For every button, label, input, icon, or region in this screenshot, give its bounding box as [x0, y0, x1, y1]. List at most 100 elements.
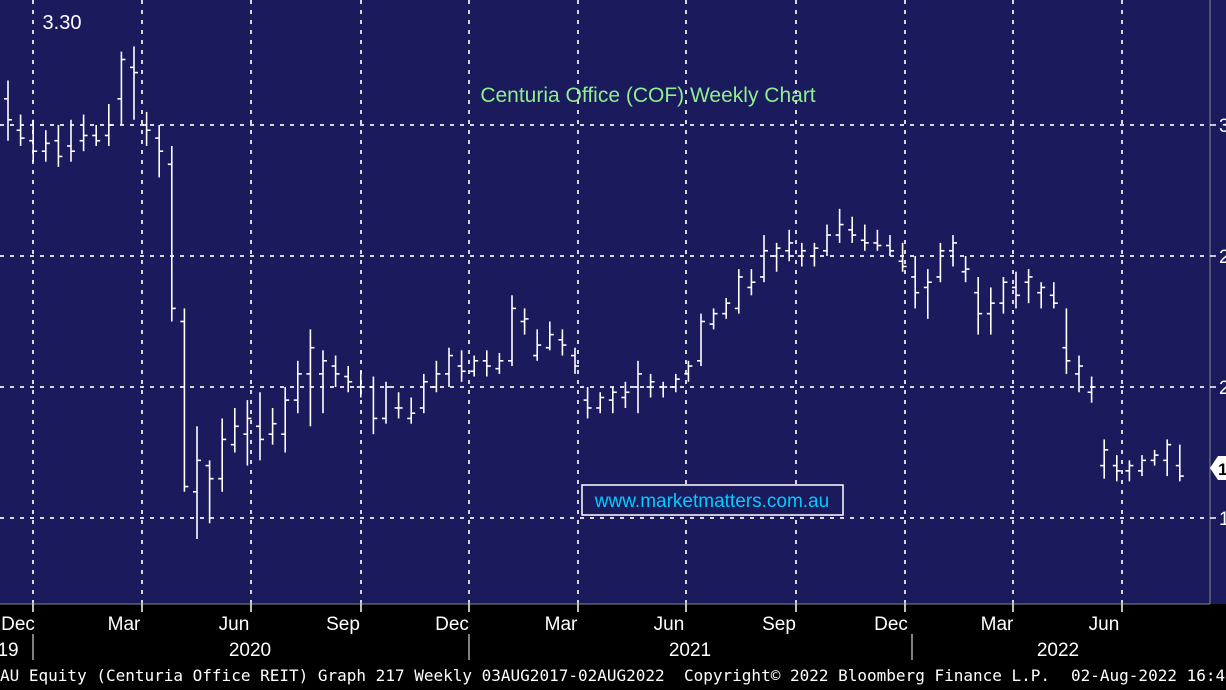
y-tick-label: 2	[1219, 247, 1226, 268]
ohlc-bar	[104, 104, 113, 146]
ohlc-bar	[1100, 439, 1109, 479]
ohlc-bar	[583, 387, 592, 419]
ohlc-bar	[79, 114, 88, 152]
ohlc-bar	[344, 366, 353, 393]
ohlc-bar	[508, 295, 516, 367]
ohlc-bar	[671, 373, 680, 393]
high-annotation: 3.30	[43, 12, 82, 34]
ohlc-bar	[331, 355, 340, 387]
ohlc-bar	[142, 111, 151, 146]
ohlc-bar	[41, 130, 50, 162]
ohlc-bar	[545, 321, 554, 351]
ohlc-bar	[835, 208, 844, 243]
ohlc-bar	[180, 308, 189, 492]
ohlc-bar	[797, 242, 806, 267]
ohlc-bar	[4, 80, 12, 141]
footer-timestamp: 02-Aug-2022 16:4	[1071, 666, 1226, 685]
ohlc-bar	[268, 407, 277, 445]
ohlc-bar	[1024, 269, 1033, 304]
ohlc-bar	[520, 308, 529, 335]
ohlc-bar	[646, 373, 655, 398]
ohlc-bar	[256, 392, 264, 461]
y-axis-panel	[1210, 0, 1226, 604]
ohlc-bar	[155, 125, 164, 178]
ohlc-bar	[167, 145, 176, 322]
ohlc-bar	[596, 392, 605, 414]
ohlc-bar	[230, 407, 239, 453]
ohlc-bar	[1062, 308, 1071, 374]
y-tick-label: 3	[1219, 116, 1226, 137]
ohlc-bar	[936, 242, 945, 283]
ohlc-bar	[1112, 455, 1121, 482]
ohlc-bar	[860, 224, 869, 251]
ohlc-bar	[457, 350, 466, 382]
ohlc-bar	[533, 329, 542, 361]
ohlc-bar	[722, 297, 731, 319]
x-tick-label-year: 19	[0, 640, 19, 661]
ohlc-bar	[482, 350, 491, 377]
ohlc-bar	[1125, 460, 1134, 482]
ohlc-bar	[810, 242, 819, 267]
x-tick-label-year: 2021	[669, 640, 711, 661]
ohlc-bar	[886, 235, 894, 256]
ohlc-bar	[1163, 439, 1172, 477]
x-tick-label-month: Mar	[981, 614, 1014, 635]
x-tick-label-month: Jun	[219, 614, 250, 635]
ohlc-bar	[445, 347, 453, 387]
ohlc-bar	[407, 397, 416, 424]
ohlc-bar	[558, 329, 567, 356]
ohlc-bar	[29, 119, 38, 162]
ohlc-bar	[281, 387, 290, 453]
x-tick-label-month: Dec	[1, 614, 35, 635]
ohlc-bar	[1075, 355, 1083, 393]
ohlc-bar	[621, 381, 630, 408]
x-tick-label-month: Mar	[108, 614, 141, 635]
ohlc-bar	[319, 350, 327, 414]
x-tick-label-month: Dec	[874, 614, 908, 635]
watermark: www.marketmatters.com.au	[594, 491, 829, 512]
footer-copyright: Copyright© 2022 Bloomberg Finance L.P.	[684, 666, 1051, 685]
ohlc-bar	[67, 119, 75, 162]
ohlc-bar	[659, 381, 668, 398]
ohlc-bar	[117, 51, 126, 125]
x-tick-label-year: 2020	[229, 640, 271, 661]
price-chart: 1 2 2 3 Dec Mar Jun Sep Dec Mar Jun Sep Dec Mar Jun 19…	[0, 0, 1226, 661]
x-tick-label-month: Sep	[762, 614, 796, 635]
ohlc-bar	[495, 352, 504, 374]
ohlc-bar	[218, 418, 227, 492]
ohlc-bar	[999, 276, 1008, 314]
x-tick-label-month: Sep	[326, 614, 360, 635]
ohlc-bar	[432, 360, 441, 393]
ohlc-bar	[382, 381, 390, 424]
ohlc-bar	[1037, 282, 1046, 309]
ohlc-bar	[1049, 282, 1058, 309]
y-tick-label: 1	[1219, 509, 1226, 530]
ohlc-bar	[760, 235, 768, 283]
x-tick-label-month: Mar	[545, 614, 578, 635]
ohlc-bar	[747, 269, 756, 296]
ohlc-bar	[911, 256, 920, 309]
ohlc-bar	[369, 376, 378, 435]
ohlc-bar	[961, 256, 970, 283]
ohlc-bar	[697, 313, 705, 367]
x-tick-label-month: Dec	[435, 614, 469, 635]
x-tick-label-month: Jun	[1089, 614, 1120, 635]
ohlc-bar	[1175, 444, 1184, 482]
chart-title: Centuria Office (COF) Weekly Chart	[480, 84, 815, 107]
ohlc-bar	[1150, 449, 1159, 466]
ohlc-bar	[634, 360, 642, 414]
ohlc-bar	[306, 329, 315, 427]
ohlc-bar	[394, 392, 403, 419]
footer-bar: AU Equity (Centuria Office REIT) Graph 2…	[0, 664, 1226, 690]
ohlc-bar	[608, 387, 617, 414]
ohlc-bar	[293, 360, 302, 414]
ohlc-bar	[356, 371, 365, 398]
ohlc-bar	[684, 360, 693, 382]
ohlc-bar	[1138, 455, 1146, 477]
x-tick-label-month: Jun	[654, 614, 685, 635]
ohlc-bar	[54, 125, 63, 167]
ohlc-bar	[571, 347, 579, 374]
ohlc-bar	[1012, 271, 1020, 309]
footer-security: AU Equity (Centuria Office REIT) Graph 2…	[0, 666, 665, 685]
last-price-label: 1	[1218, 460, 1226, 479]
